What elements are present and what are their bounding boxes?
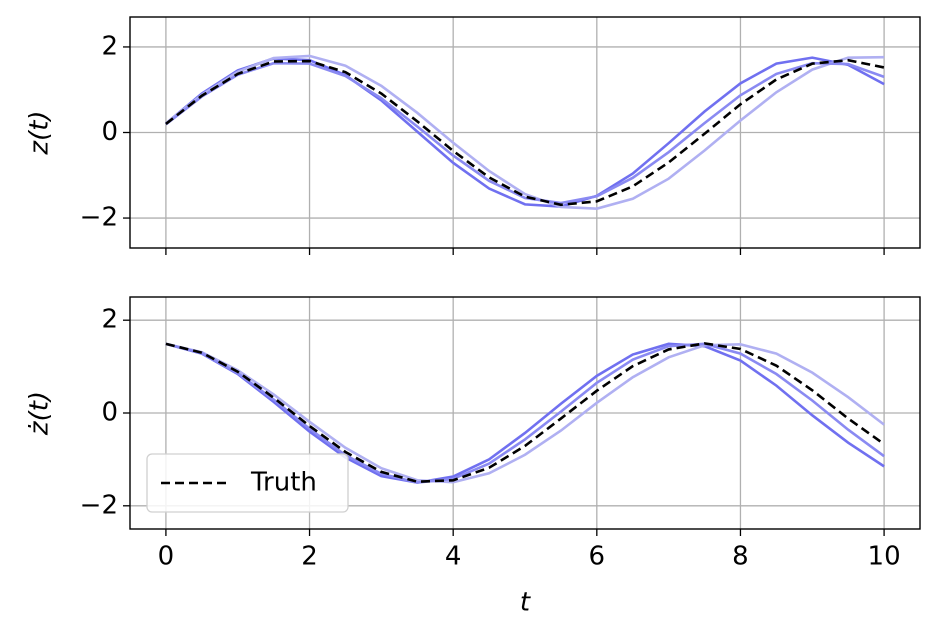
series-line bbox=[165, 54, 885, 210]
x-tick-label: 10 bbox=[868, 542, 901, 572]
x-tick-label: 4 bbox=[445, 542, 462, 572]
x-tick-label: 2 bbox=[301, 542, 318, 572]
axes-frame bbox=[129, 296, 921, 530]
y-tick-label: 0 bbox=[101, 398, 118, 428]
legend-label: Truth bbox=[250, 468, 317, 498]
series-line bbox=[165, 58, 885, 207]
legend-box bbox=[146, 453, 349, 513]
series-line bbox=[165, 342, 885, 484]
series-line bbox=[165, 342, 885, 484]
y-tick-label: 2 bbox=[101, 305, 118, 335]
y-tick-label: −2 bbox=[80, 490, 118, 520]
x-axis-label: t bbox=[520, 588, 531, 618]
series-line bbox=[165, 61, 885, 205]
x-tick-label: 6 bbox=[589, 542, 606, 572]
y-tick-label: 0 bbox=[101, 117, 118, 147]
series-line bbox=[165, 56, 885, 208]
y-tick-label: −2 bbox=[80, 203, 118, 233]
y-axis-label: z(t) bbox=[25, 110, 55, 155]
axes-frame bbox=[129, 16, 921, 249]
x-tick-label: 0 bbox=[158, 542, 175, 572]
x-tick-label: 8 bbox=[732, 542, 749, 572]
series-line bbox=[165, 342, 885, 484]
y-axis-label: ż(t) bbox=[25, 391, 55, 436]
y-tick-label: 2 bbox=[101, 31, 118, 61]
series-line bbox=[165, 342, 885, 483]
